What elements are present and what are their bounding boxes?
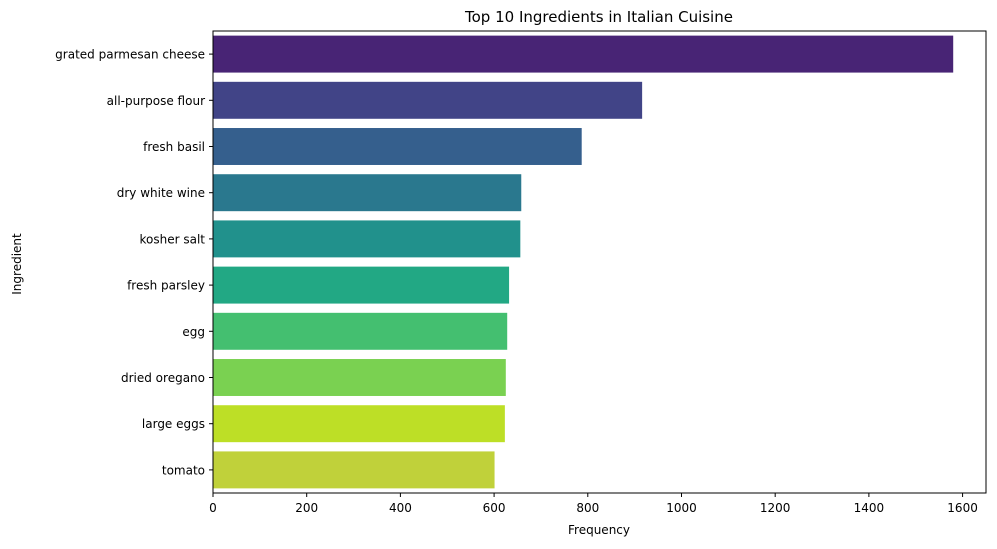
y-tick-label: all-purpose flour (107, 94, 205, 108)
x-tick-label: 0 (209, 501, 217, 515)
bars-layer (213, 35, 954, 489)
x-tick-label: 1600 (947, 501, 978, 515)
y-tick-label: dry white wine (117, 186, 205, 200)
y-tick-label: fresh basil (143, 140, 205, 154)
y-tick-label: tomato (162, 463, 205, 477)
bar (213, 81, 643, 119)
y-ticks-layer: grated parmesan cheese all-purpose flour f… (55, 48, 213, 477)
x-ticks-layer: 0 200 400 600 800 1000 1200 1400 1600 (209, 493, 978, 515)
x-tick-label: 400 (389, 501, 412, 515)
x-tick-label: 1200 (760, 501, 791, 515)
y-tick-label: grated parmesan cheese (55, 48, 205, 62)
bar (213, 174, 522, 212)
bar (213, 359, 506, 396)
y-tick-label: kosher salt (140, 232, 206, 246)
x-tick-label: 600 (483, 501, 506, 515)
x-tick-label: 1400 (854, 501, 885, 515)
y-tick-label: egg (182, 325, 205, 339)
y-tick-label: fresh parsley (127, 279, 205, 293)
plot-frame (212, 30, 987, 494)
bar (213, 128, 582, 165)
bar (213, 451, 495, 489)
y-tick-label: dried oregano (121, 371, 205, 385)
bar (213, 266, 510, 304)
y-axis-label: Ingredient (10, 233, 24, 295)
x-tick-label: 1000 (666, 501, 697, 515)
bar (213, 35, 954, 73)
y-tick-label: large eggs (142, 417, 205, 431)
x-axis-label: Frequency (568, 523, 630, 537)
bar (213, 220, 521, 258)
x-tick-label: 800 (576, 501, 599, 515)
x-tick-label: 200 (295, 501, 318, 515)
bar (213, 405, 505, 443)
bar (213, 312, 508, 350)
chart-title: Top 10 Ingredients in Italian Cuisine (464, 8, 733, 26)
